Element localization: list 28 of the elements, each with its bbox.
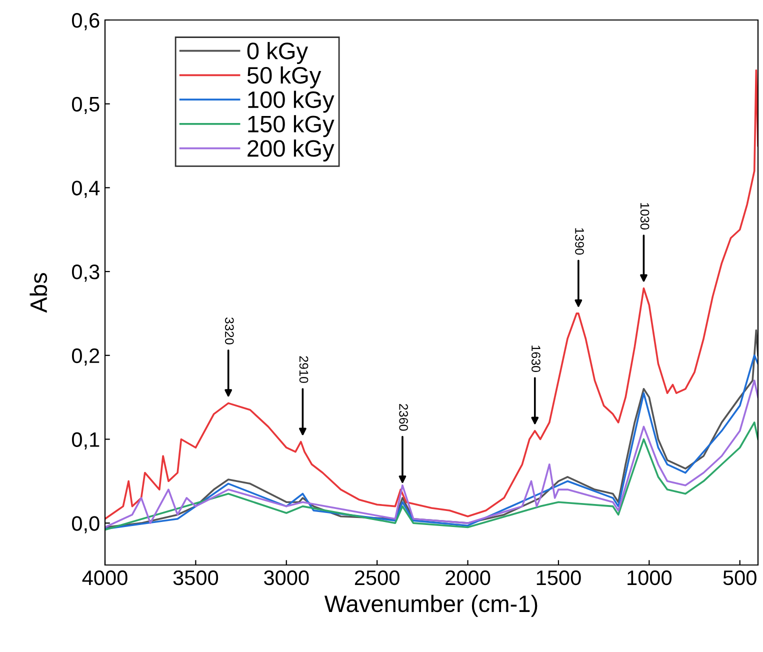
legend-label: 200 kGy [248, 139, 334, 162]
y-tick-label: 0,5 [72, 96, 100, 114]
x-tick-label: 3500 [173, 570, 218, 586]
annotation: 1390 [575, 228, 584, 255]
annotation: 2360 [399, 404, 408, 431]
legend-label: 100 kGy [248, 90, 334, 113]
x-tick-label: 2500 [354, 570, 400, 586]
legend-label: 50 kGy [247, 66, 322, 88]
y-tick-label: 0,6 [72, 13, 100, 30]
x-tick-label: 3000 [264, 570, 309, 586]
legend-label: 0 kGy [247, 42, 308, 64]
y-tick-label: 0,1 [72, 432, 100, 450]
x-axis-title: Wavenumber (cm-1) [324, 594, 538, 617]
x-tick-label: 500 [723, 570, 756, 586]
y-tick-label: 0,3 [72, 264, 100, 282]
annotation: 2910 [299, 356, 308, 383]
x-tick-label: 4000 [82, 570, 128, 586]
annotation: 3320 [224, 318, 234, 344]
x-tick-label: 2000 [446, 570, 490, 586]
y-tick-label: 0,2 [72, 348, 100, 366]
x-tick-label: 1500 [536, 570, 581, 586]
annotation: 1030 [640, 203, 650, 230]
x-tick-label: 1000 [628, 570, 672, 586]
legend-label: 150 kGy [248, 115, 334, 138]
y-tick-label: 0,0 [72, 516, 100, 534]
y-tick-label: 0,4 [72, 180, 100, 198]
annotation: 1630 [532, 346, 540, 372]
y-axis-title: Abs [30, 273, 48, 313]
